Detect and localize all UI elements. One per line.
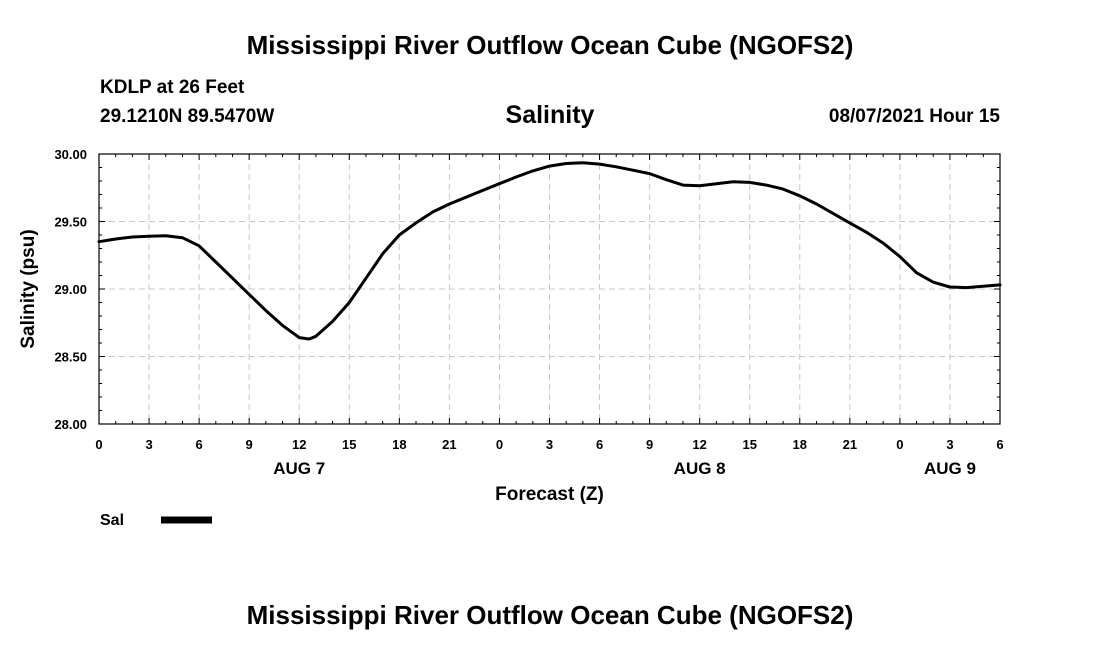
x-tick-label: 6: [596, 437, 603, 452]
x-axis-title: Forecast (Z): [495, 484, 604, 505]
y-axis-title: Salinity (psu): [18, 229, 39, 348]
y-tick-label: 30.00: [54, 147, 87, 162]
x-tick-label: 21: [843, 437, 857, 452]
x-tick-label: 3: [946, 437, 953, 452]
series-line-sal: [97, 161, 1002, 341]
x-tick-label: 3: [145, 437, 152, 452]
footer-title: Mississippi River Outflow Ocean Cube (NG…: [246, 600, 854, 630]
datetime-label: 08/07/2021 Hour 15: [828, 106, 1000, 127]
y-tick-label: 29.00: [54, 282, 87, 297]
x-tick-label: 15: [742, 437, 756, 452]
y-tick-label: 29.50: [54, 215, 87, 230]
x-tick-label: 18: [793, 437, 807, 452]
date-label: AUG 7: [273, 459, 325, 478]
x-tick-label: 6: [195, 437, 202, 452]
y-tick-label: 28.00: [54, 417, 87, 432]
x-tick-label: 12: [292, 437, 306, 452]
x-tick-label: 9: [246, 437, 253, 452]
x-tick-label: 0: [496, 437, 503, 452]
x-tick-label: 21: [442, 437, 456, 452]
date-label: AUG 9: [924, 459, 976, 478]
x-tick-label: 6: [996, 437, 1003, 452]
x-tick-label: 18: [392, 437, 406, 452]
x-tick-label: 12: [692, 437, 706, 452]
chart-title: Mississippi River Outflow Ocean Cube (NG…: [246, 30, 854, 60]
station-label: KDLP at 26 Feet: [100, 77, 245, 98]
x-tick-label: 15: [342, 437, 356, 452]
date-label: AUG 8: [674, 459, 726, 478]
x-tick-label: 9: [646, 437, 653, 452]
y-tick-label: 28.50: [54, 350, 87, 365]
coordinates-label: 29.1210N 89.5470W: [100, 106, 275, 127]
variable-title: Salinity: [505, 101, 595, 129]
x-tick-label: 0: [95, 437, 102, 452]
legend-label: Sal: [100, 512, 124, 529]
x-tick-label: 0: [896, 437, 903, 452]
x-tick-label: 3: [546, 437, 553, 452]
